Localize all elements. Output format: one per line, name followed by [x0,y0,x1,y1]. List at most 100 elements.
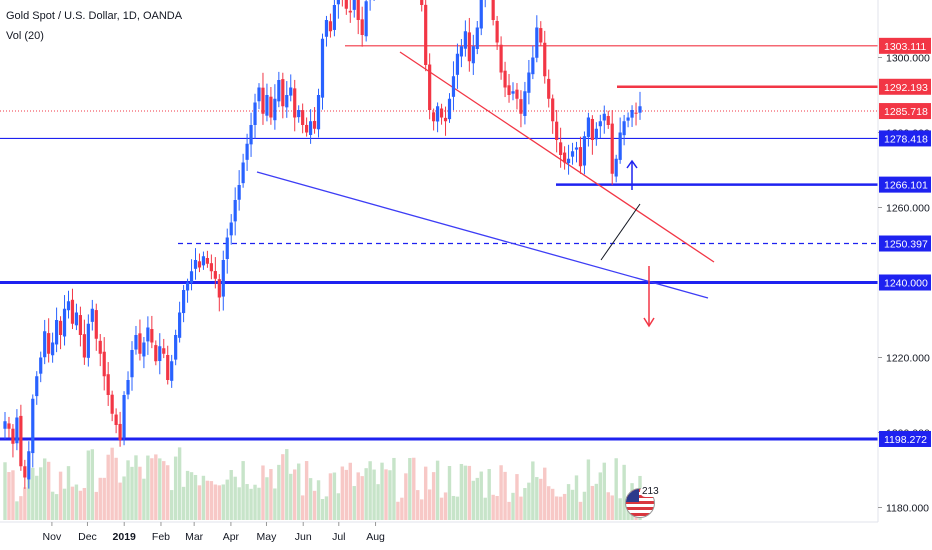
candle-body [285,95,289,108]
price-label-box [879,235,931,252]
volume-bar [511,492,515,520]
volume-bar [562,493,567,520]
candle-body [185,282,190,291]
price-label-box [879,130,931,147]
volume-bar [229,470,233,520]
candle-body [435,106,440,122]
candle-body [265,95,269,116]
time-tick-label: Apr [223,531,240,543]
candle-body [622,121,626,136]
volume-bar [82,487,87,520]
volume-bar [336,493,341,520]
candle-body [31,398,35,454]
descending-support-trendline[interactable] [256,171,709,299]
volume-bar [527,482,531,520]
price-label-text: 1278.418 [884,133,928,145]
volume-bar [388,470,392,520]
candle-body [78,315,83,335]
time-tick-label: Jul [332,531,345,543]
volume-bar [7,472,11,520]
candle-body [126,380,130,395]
volume-bar [15,501,19,520]
candle-body [432,112,436,122]
volume-bar [173,456,178,520]
volume-bar [31,467,35,520]
candle-body [578,147,583,167]
candle-body [316,95,321,130]
candle-body [269,96,273,118]
volume-bar [293,469,297,520]
candle-body [523,91,527,116]
volume-bar [114,457,118,520]
candle-body [630,110,634,118]
volume-bar [217,485,222,520]
volume-bar [146,455,150,520]
volume-bar [265,477,269,520]
candle-body [162,348,166,354]
volume-bar [558,496,563,520]
volume-bar [455,496,460,520]
volume-bar [531,461,535,520]
volume-bar [320,499,325,520]
time-tick-label: May [257,531,278,543]
candle-body [166,354,170,380]
volume-bar [106,454,110,520]
volume-bar [233,476,237,520]
candle-body [336,0,340,5]
candle-body [348,10,352,13]
candle-body [221,260,225,297]
candle-body [47,333,51,354]
volume-bar [523,488,527,520]
volume-bar [487,469,491,520]
volume-bar [550,488,555,520]
candle-body [499,44,503,73]
candle-body [451,76,456,97]
price-label-text: 1266.101 [884,180,928,192]
volume-bar [574,475,579,520]
volume-bar [70,486,75,520]
candle-body [539,28,543,43]
volume-bar [423,466,428,520]
candle-body [150,329,154,343]
candle-body [594,128,598,140]
candle-body [249,125,253,145]
volume-bar [110,447,114,520]
volume-bar [253,484,257,520]
volume-bar [376,484,380,520]
time-axis: Nov Dec 2019 Feb Mar Apr May Jun Jul Aug [0,521,878,543]
candle-body [511,91,515,94]
candle-body [209,263,213,272]
candle-body [90,308,94,322]
candle-body [174,335,178,360]
candle-body [225,237,229,259]
volume-indicator-label[interactable]: Vol (20) [6,30,44,42]
volume-bar [304,461,309,520]
volume-bar [467,465,472,520]
candle-body [241,162,245,184]
candle-body [491,0,495,20]
volume-bar [261,465,265,520]
volume-bar [499,465,503,520]
descending-resistance-trendline[interactable] [399,51,715,263]
volume-bar [98,477,102,520]
volume-bar [590,485,595,520]
volume-bar [169,490,174,520]
volume-bar [209,481,214,520]
volume-bar [420,499,424,520]
candle-body [54,320,59,345]
rising-trendline[interactable] [600,203,641,261]
time-tick-label: Mar [185,531,204,543]
volume-bar [566,484,571,520]
volume-bar [328,473,333,520]
candle-body [305,124,309,133]
volume-bar [582,491,587,520]
volume-bar [519,496,523,520]
volume-bar [54,494,59,520]
volume-bar [475,477,479,520]
price-label-text: 1250.397 [884,239,928,251]
candle-body [570,151,575,157]
candle-body [3,421,7,429]
volume-bar [570,489,575,520]
